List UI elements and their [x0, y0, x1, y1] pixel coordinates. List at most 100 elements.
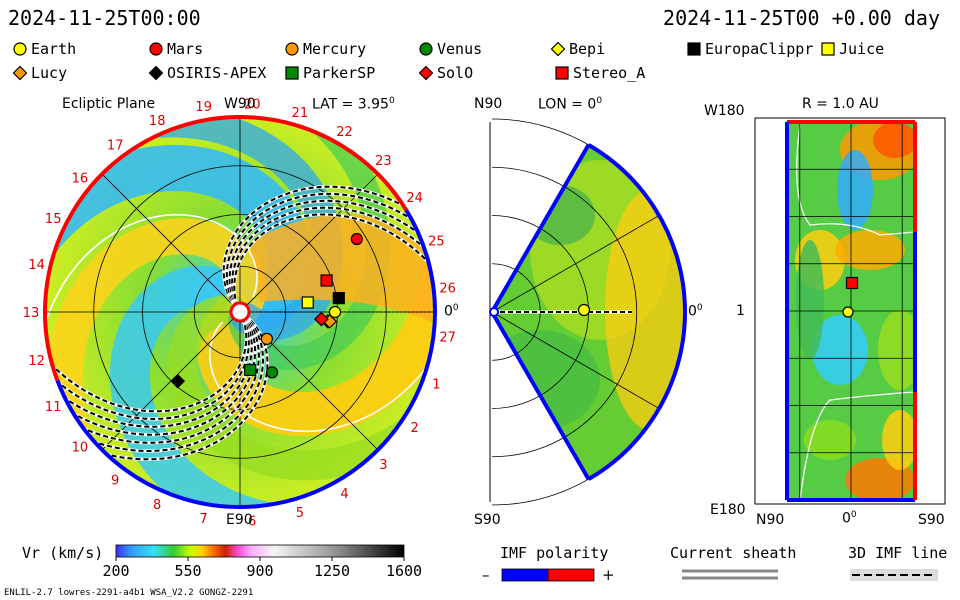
imf-polarity-positive — [547, 568, 595, 582]
clock-label: 11 — [45, 400, 62, 415]
polarity-ring-negative — [330, 308, 437, 487]
map-blob — [837, 150, 873, 230]
field-blob — [492, 330, 600, 430]
legend-label: Mercury — [303, 40, 367, 58]
current-sheath-label: Current sheath — [670, 544, 797, 562]
clock-label: 22 — [336, 125, 353, 140]
body-europaclippr — [332, 292, 345, 305]
colorbar — [115, 544, 405, 558]
polarity-ring-negative — [55, 379, 333, 509]
lat-label: LAT = 3.950 — [312, 96, 395, 113]
map-blob — [882, 410, 915, 470]
clock-label: 16 — [72, 172, 89, 187]
clock-label: 18 — [149, 114, 166, 129]
clock-label: 9 — [111, 474, 119, 489]
legend-label: ParkerSP — [303, 64, 376, 82]
imf-line — [45, 317, 248, 413]
square-marker-icon — [821, 42, 835, 56]
legend-label: Mars — [167, 40, 204, 58]
body-earth — [328, 305, 342, 319]
map-bottom-left: E180 — [710, 502, 746, 518]
clock-label: 24 — [406, 191, 423, 206]
current-sheath-line — [796, 124, 915, 236]
sun-icon — [229, 301, 251, 323]
map-x-left: N90 — [756, 512, 785, 528]
map-axes-box — [754, 117, 946, 505]
body-osiris-apex — [170, 373, 186, 389]
map-mid-left: 1 — [736, 303, 745, 319]
current-sheath-line — [208, 315, 435, 433]
legend-label: EuropaClippr — [705, 40, 814, 58]
ecliptic-right-label: 00 — [444, 303, 459, 320]
legend-label: Bepi — [569, 40, 606, 58]
spiral-band — [196, 200, 435, 436]
meridional-bottom-label: S90 — [474, 512, 501, 528]
colorbar-tick-label: 900 — [246, 562, 274, 580]
diamond-marker-icon — [148, 65, 164, 81]
body-juice — [301, 296, 314, 309]
map-field — [787, 122, 915, 500]
polarity-ring-positive — [71, 115, 408, 213]
clock-label: 13 — [23, 306, 40, 321]
imf-polarity-negative — [501, 568, 549, 582]
circle-marker-icon — [149, 42, 163, 56]
map-blob — [878, 310, 915, 390]
meridional-panel — [489, 118, 687, 506]
circle-marker-icon — [13, 42, 27, 56]
clock-label: 4 — [340, 487, 348, 502]
diamond-marker-icon — [12, 65, 28, 81]
imf-line — [231, 206, 435, 308]
clock-label: 23 — [375, 154, 392, 169]
circle-marker-icon — [419, 42, 433, 56]
clock-label: 7 — [200, 512, 208, 527]
ecliptic-title: Ecliptic Plane — [62, 96, 156, 112]
legend-label: Venus — [437, 40, 483, 58]
clock-label: 8 — [153, 498, 161, 513]
square-marker-icon — [285, 66, 299, 80]
meridional-top-label: N90 — [474, 96, 503, 112]
body-venus — [266, 366, 279, 379]
ecliptic-top-label: W90 — [224, 96, 256, 112]
colorbar-tick-label: 1250 — [313, 562, 351, 580]
clock-label: 1 — [432, 378, 440, 393]
colorbar-tick-label: 200 — [102, 562, 130, 580]
clock-label: 21 — [292, 106, 309, 121]
high-speed-region — [250, 214, 432, 322]
legend-label: Earth — [31, 40, 77, 58]
map-blob — [796, 240, 824, 360]
legend-label: Stereo_A — [573, 64, 646, 82]
footer-left: ENLIL-2.7 lowres-2291-a4b1 WSA_V2.2 GONG… — [4, 588, 254, 598]
imf-minus: – — [482, 566, 490, 584]
meridional-grid-radial — [492, 215, 660, 313]
map-blob — [812, 315, 868, 385]
legend-label: SolO — [437, 64, 474, 82]
clock-label: 14 — [28, 258, 45, 273]
colorbar-tick-label: 1600 — [385, 562, 423, 580]
imf-line — [222, 185, 433, 309]
legend-label: Juice — [839, 40, 885, 58]
polarity-ring-negative — [404, 209, 437, 313]
body-parkersp — [244, 363, 257, 377]
sun-icon — [489, 307, 499, 317]
colorbar-tick-label: 550 — [174, 562, 202, 580]
imf-line — [45, 316, 250, 421]
imf-line — [233, 213, 435, 307]
map-blob — [873, 122, 915, 158]
surface-map-panel — [754, 117, 946, 505]
meridional-grid-radial — [492, 311, 660, 409]
imf-line-label: 3D IMF line — [848, 544, 948, 562]
clock-label: 20 — [244, 97, 261, 112]
diamond-marker-icon — [418, 65, 434, 81]
polarity-ring-positive — [43, 210, 75, 382]
clock-label: 10 — [72, 440, 89, 455]
square-marker-icon — [555, 66, 569, 80]
polarity-edge — [490, 143, 591, 314]
time-left: 2024-11-25T00:00 — [8, 6, 201, 30]
body-earth-map — [842, 306, 854, 318]
legend-label: OSIRIS-APEX — [167, 64, 267, 82]
map-blob — [835, 230, 905, 270]
map-x-right: S90 — [918, 512, 945, 528]
ecliptic-panel: 19 20212223242526271234567891011121314151… — [23, 97, 456, 529]
clock-label: 3 — [379, 458, 387, 473]
